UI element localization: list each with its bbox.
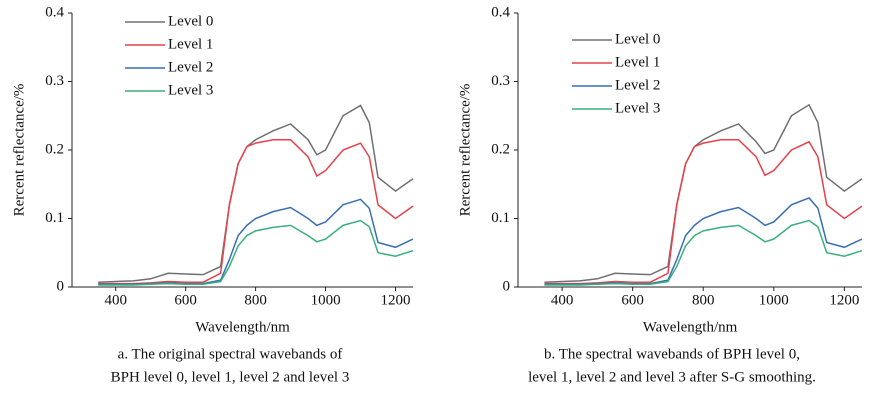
y-tick-label: 0.3 bbox=[45, 73, 64, 89]
series-line bbox=[98, 104, 414, 283]
x-tick-label: 600 bbox=[174, 292, 197, 308]
caption: level 1, level 2 and level 3 after S-G s… bbox=[528, 369, 816, 385]
x-tick-label: 800 bbox=[244, 292, 267, 308]
y-tick-label: 0.4 bbox=[45, 4, 64, 20]
x-axis-label: Wavelength/nm bbox=[195, 319, 290, 335]
legend-label: Level 0 bbox=[615, 31, 660, 47]
y-tick-label: 0 bbox=[503, 278, 511, 294]
x-tick-label: 1000 bbox=[311, 292, 341, 308]
caption: a. The original spectral wavebands of bbox=[118, 346, 343, 362]
x-tick-label: 1200 bbox=[381, 292, 411, 308]
y-tick-label: 0.2 bbox=[491, 141, 510, 157]
legend-label: Level 2 bbox=[615, 77, 660, 93]
x-tick-label: 600 bbox=[621, 292, 644, 308]
y-axis-label: Rercent reflectance/% bbox=[457, 84, 473, 217]
series-line bbox=[98, 198, 414, 286]
x-tick-label: 1200 bbox=[829, 292, 859, 308]
series-line bbox=[544, 197, 863, 286]
legend-label: Level 2 bbox=[168, 59, 213, 75]
series-line bbox=[544, 103, 863, 283]
y-axis-label: Rercent reflectance/% bbox=[11, 84, 27, 217]
legend-label: Level 3 bbox=[615, 100, 660, 116]
y-tick-label: 0.2 bbox=[45, 141, 64, 157]
series-line bbox=[544, 138, 863, 285]
y-tick-label: 0 bbox=[57, 278, 65, 294]
y-tick-label: 0.1 bbox=[45, 210, 64, 226]
x-tick-label: 800 bbox=[692, 292, 715, 308]
y-tick-label: 0.1 bbox=[491, 210, 510, 226]
caption: b. The spectral wavebands of BPH level 0… bbox=[544, 346, 800, 362]
caption: BPH level 0, level 1, level 2 and level … bbox=[111, 369, 350, 385]
y-tick-label: 0.4 bbox=[491, 4, 510, 20]
series-line bbox=[98, 138, 414, 285]
legend-label: Level 3 bbox=[168, 82, 213, 98]
legend-label: Level 1 bbox=[615, 54, 660, 70]
x-tick-label: 400 bbox=[104, 292, 127, 308]
y-tick-label: 0.3 bbox=[491, 73, 510, 89]
series-line bbox=[98, 219, 414, 286]
x-tick-label: 400 bbox=[551, 292, 574, 308]
series-line bbox=[544, 219, 863, 286]
legend-label: Level 0 bbox=[168, 13, 213, 29]
x-axis-label: Wavelength/nm bbox=[643, 319, 738, 335]
legend-label: Level 1 bbox=[168, 36, 213, 52]
x-tick-label: 1000 bbox=[759, 292, 789, 308]
